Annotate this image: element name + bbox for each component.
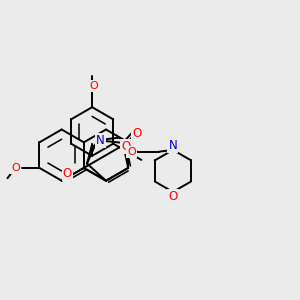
Text: N: N	[169, 139, 177, 152]
Text: O: O	[132, 127, 142, 140]
Text: N: N	[96, 134, 105, 147]
Text: O: O	[63, 167, 72, 180]
Text: O: O	[121, 140, 130, 153]
Text: O: O	[90, 81, 99, 91]
Text: O: O	[11, 163, 20, 173]
Text: O: O	[128, 147, 136, 157]
Text: O: O	[168, 190, 178, 203]
